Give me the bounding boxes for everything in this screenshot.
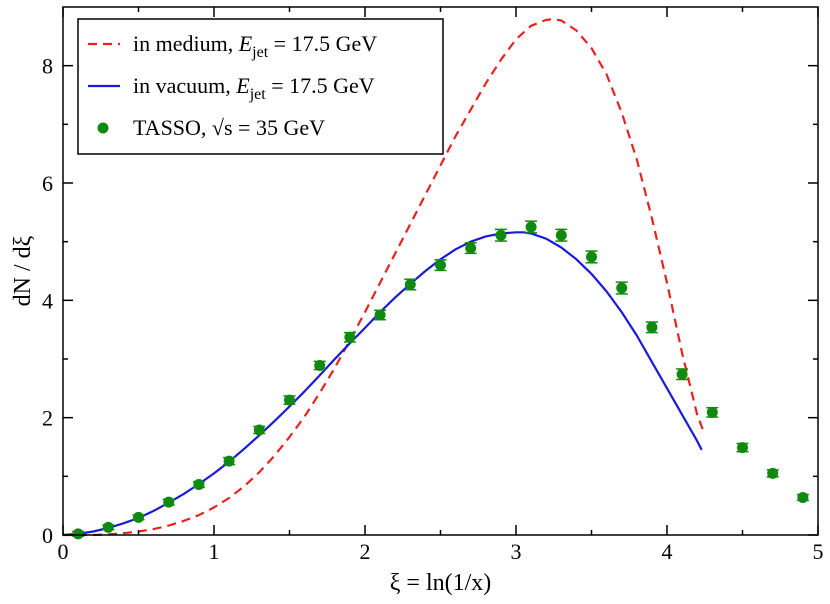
- tasso-data-point: [646, 321, 658, 333]
- tasso-data-point: [586, 251, 597, 263]
- axis-ticks: 0 1 2 3 4 5 0 2 4 6 8: [42, 7, 824, 564]
- tasso-data-point: [284, 394, 295, 406]
- tasso-data-point: [495, 229, 507, 241]
- y-tick-label: 0: [42, 523, 53, 548]
- tasso-data-point: [72, 528, 84, 540]
- x-axis-label: ξ = ln(1/x): [390, 570, 492, 596]
- tasso-data-point: [465, 242, 477, 254]
- tasso-data-point: [223, 455, 235, 467]
- tasso-data-point: [133, 511, 144, 523]
- in-medium-curve: [63, 18, 705, 537]
- x-tick-label: 0: [58, 539, 69, 564]
- tasso-data-point: [102, 521, 114, 533]
- tasso-data-point: [616, 282, 628, 294]
- tasso-data-point: [314, 359, 326, 371]
- y-tick-label: 4: [42, 288, 53, 313]
- legend-box: [77, 18, 444, 155]
- x-tick-label: 2: [360, 539, 371, 564]
- y-tick-label: 6: [42, 171, 53, 196]
- x-tick-label: 3: [511, 539, 522, 564]
- tasso-data-point: [737, 442, 748, 454]
- tasso-data-point: [193, 479, 205, 491]
- tasso-data-point: [797, 491, 809, 503]
- tasso-data-point: [767, 467, 779, 479]
- x-tick-label: 5: [813, 539, 824, 564]
- tasso-data-point: [253, 424, 265, 436]
- tasso-data-point: [676, 368, 688, 380]
- x-tick-label: 1: [209, 539, 220, 564]
- tasso-data-point: [374, 309, 386, 321]
- tasso-data-point: [555, 229, 567, 241]
- legend-marker-tasso: [97, 122, 109, 134]
- tasso-data-point: [404, 278, 416, 290]
- plot-layer: [62, 18, 809, 540]
- tasso-data-point: [525, 221, 537, 233]
- x-tick-label: 4: [662, 539, 673, 564]
- y-axis-label: dN / dξ: [10, 235, 36, 306]
- tasso-data-point: [706, 406, 718, 418]
- tasso-data-point: [435, 259, 446, 271]
- y-tick-label: 2: [42, 406, 53, 431]
- y-tick-label: 8: [42, 54, 53, 79]
- tasso-data-point: [163, 496, 175, 508]
- legend-label: TASSO, √s = 35 GeV: [133, 115, 325, 140]
- tasso-data-point: [344, 331, 356, 343]
